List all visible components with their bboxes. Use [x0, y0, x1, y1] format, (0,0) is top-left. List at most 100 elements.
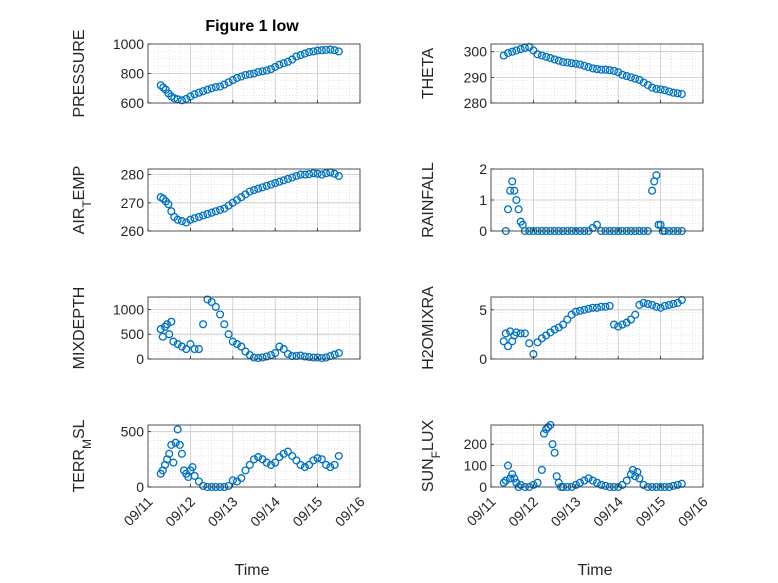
- data-point: [249, 69, 259, 78]
- data-point: [584, 304, 593, 313]
- data-point: [279, 345, 288, 354]
- y-tick-label: 500: [121, 424, 145, 440]
- data-point: [669, 481, 678, 490]
- data-point: [241, 466, 250, 475]
- data-point: [550, 55, 559, 64]
- data-point: [279, 59, 288, 68]
- y-axis-label-part: SL: [71, 419, 88, 439]
- data-point: [254, 353, 263, 363]
- data-point: [216, 82, 225, 91]
- data-point: [164, 200, 173, 209]
- data-point: [525, 339, 534, 348]
- data-point: [656, 85, 665, 94]
- y-tick-label: 280: [121, 167, 145, 183]
- data-point: [300, 352, 309, 361]
- data-point: [563, 58, 572, 67]
- data-point: [249, 186, 259, 195]
- data-point: [605, 301, 614, 310]
- data-point: [501, 476, 510, 485]
- data-point: [580, 305, 589, 314]
- data-point: [537, 51, 546, 60]
- data-point: [262, 458, 271, 467]
- data-point: [575, 478, 585, 487]
- data-point: [592, 478, 602, 487]
- data-point: [275, 177, 284, 186]
- data-point: [571, 307, 580, 316]
- data-point: [288, 451, 297, 461]
- data-point: [309, 47, 318, 56]
- data-point: [499, 478, 508, 487]
- data-point: [203, 85, 212, 94]
- data-point: [322, 45, 331, 54]
- data-point: [512, 46, 521, 55]
- data-point: [516, 480, 525, 489]
- y-axis-label-part: AIR: [71, 208, 88, 235]
- data-point: [177, 342, 186, 351]
- data-point: [186, 92, 195, 101]
- data-point: [305, 460, 314, 469]
- data-point: [173, 425, 182, 434]
- data-point: [211, 83, 220, 92]
- data-point: [283, 174, 292, 183]
- data-point: [245, 460, 254, 469]
- data-point: [652, 84, 661, 93]
- data-point: [165, 449, 174, 458]
- data-point: [317, 353, 326, 363]
- data-point: [622, 476, 631, 485]
- data-point: [512, 195, 521, 205]
- data-point: [245, 70, 254, 79]
- y-axis-label-part: TERR: [71, 449, 88, 493]
- x-axis-label-right: Time: [578, 562, 613, 579]
- y-axis-label-part: SUN: [420, 458, 437, 492]
- data-point: [334, 348, 343, 358]
- data-point: [510, 186, 519, 195]
- data-point: [669, 299, 678, 308]
- data-point: [186, 215, 195, 224]
- y-axis-label-part: RAINFALL: [420, 162, 437, 238]
- y-axis-label: AIRTEMP: [71, 166, 94, 235]
- data-point: [292, 456, 301, 465]
- data-point: [580, 61, 589, 70]
- subplot-2: 280 290 300 THETA: [420, 43, 704, 111]
- data-point: [220, 80, 229, 89]
- data-point: [300, 170, 309, 179]
- data-point: [643, 80, 652, 90]
- data-point: [618, 480, 627, 489]
- data-point: [548, 440, 557, 449]
- axes-frame: [490, 43, 704, 104]
- data-point: [322, 460, 331, 469]
- data-point: [635, 75, 644, 84]
- data-point: [224, 330, 233, 339]
- data-point: [283, 57, 292, 66]
- data-point: [626, 315, 635, 324]
- data-point: [334, 171, 343, 181]
- data-point: [262, 181, 271, 190]
- data-point: [575, 306, 585, 315]
- data-point: [190, 90, 199, 99]
- data-point: [224, 78, 233, 87]
- data-point: [167, 440, 176, 449]
- data-point: [533, 478, 542, 487]
- y-axis-label-subscript: F: [429, 451, 443, 458]
- y-axis-label-subscript: T: [80, 200, 94, 208]
- data-point: [296, 51, 305, 60]
- data-point: [554, 478, 563, 487]
- data-point: [220, 320, 229, 329]
- subplot-4: 0 1 2 RAINFALL: [420, 161, 704, 239]
- data-point: [283, 349, 292, 359]
- data-point: [665, 300, 674, 309]
- y-tick-label: 100: [464, 458, 488, 474]
- data-point: [639, 78, 648, 87]
- data-point: [614, 322, 623, 331]
- data-point: [635, 474, 644, 483]
- data-point: [537, 465, 546, 474]
- data-point: [631, 472, 640, 481]
- data-point: [567, 59, 576, 68]
- data-point: [228, 76, 237, 85]
- y-tick-label: 600: [121, 95, 145, 111]
- y-tick-label: 1000: [113, 36, 144, 52]
- data-point: [224, 481, 233, 490]
- data-point: [503, 205, 513, 214]
- data-point: [529, 480, 538, 489]
